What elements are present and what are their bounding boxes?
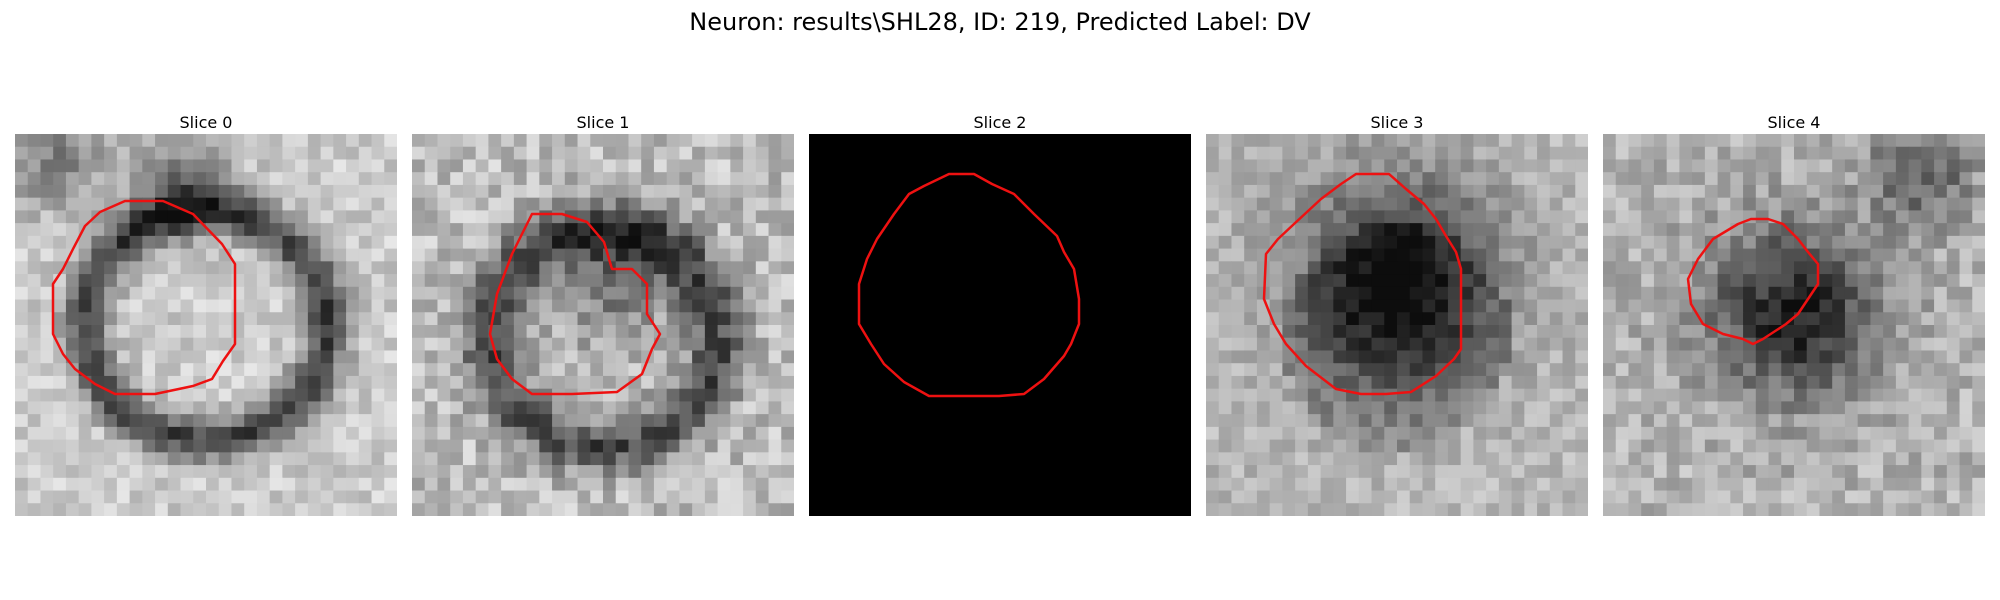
slice-title: Slice 4 <box>1767 113 1821 132</box>
segmentation-contour <box>51 199 237 396</box>
segmentation-contour <box>1262 172 1463 396</box>
figure-title: Neuron: results\SHL28, ID: 219, Predicte… <box>689 8 1311 36</box>
slice-title: Slice 2 <box>973 113 1027 132</box>
slice-title: Slice 1 <box>576 113 630 132</box>
slice-panel-4: Slice 4 <box>1603 112 1985 516</box>
slice-image <box>1206 134 1588 516</box>
image-pixels <box>1603 134 1985 516</box>
segmentation-contour <box>857 172 1081 398</box>
image-pixels <box>412 134 794 516</box>
segmentation-contour <box>488 212 662 396</box>
slice-title: Slice 3 <box>1370 113 1424 132</box>
slice-title: Slice 0 <box>179 113 233 132</box>
image-background <box>809 134 1191 516</box>
slice-panel-1: Slice 1 <box>412 112 794 516</box>
image-pixels <box>15 134 397 516</box>
slice-panel-2: Slice 2 <box>809 112 1191 516</box>
slice-panel-3: Slice 3 <box>1206 112 1588 516</box>
image-pixels <box>1206 134 1588 516</box>
segmentation-contour <box>1686 217 1820 346</box>
slice-panel-0: Slice 0 <box>15 112 397 516</box>
slice-image <box>1603 134 1985 516</box>
slice-image <box>809 134 1191 516</box>
slice-image <box>15 134 397 516</box>
slice-image <box>412 134 794 516</box>
